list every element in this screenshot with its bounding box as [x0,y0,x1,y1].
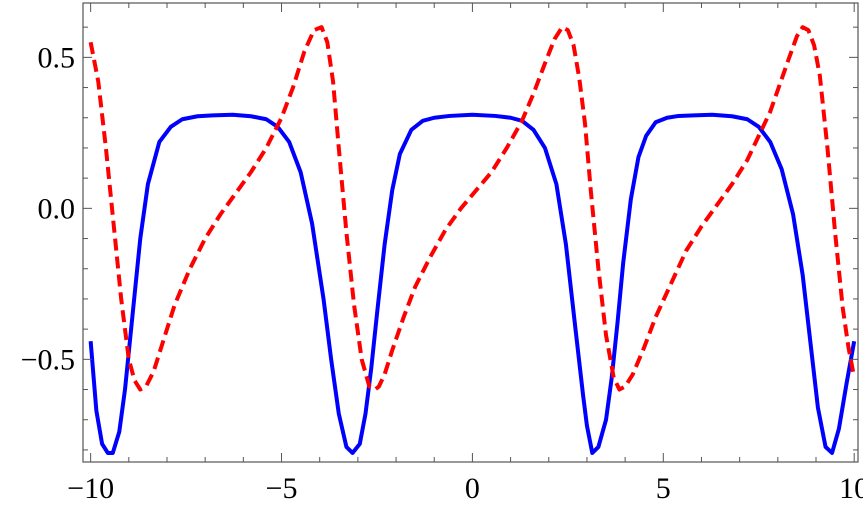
y-tick-label: −0.5 [21,343,75,376]
axis-tick-labels: −10 −5 0 5 10 −0.5 0.0 0.5 [21,41,863,505]
y-tick-label: 0.0 [38,192,76,225]
x-tick-label: 10 [839,472,863,505]
series-line-1 [88,25,857,392]
x-tick-label: 0 [465,472,480,505]
x-tick-label: −10 [67,472,114,505]
series-line-0 [88,112,857,455]
plot-area [88,25,857,455]
plot-frame [82,2,859,463]
axis-ticks [83,3,858,462]
x-tick-label: 5 [656,472,671,505]
y-tick-label: 0.5 [38,41,76,74]
x-tick-label: −5 [266,472,298,505]
